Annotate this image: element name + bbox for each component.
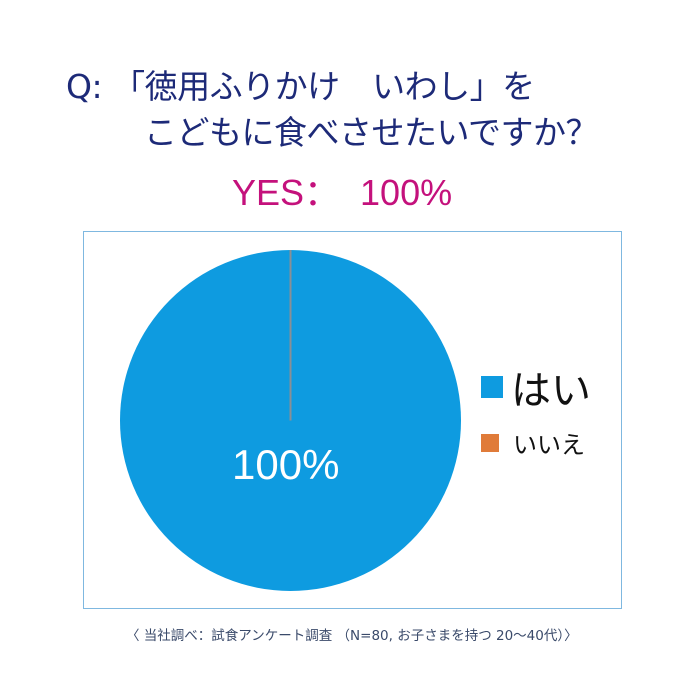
result-summary: YES： 100% [232,172,453,213]
legend-item-no: いいえ [481,425,585,460]
question-line-1: Q: 「徳用ふりかけ いわし」を [66,67,535,106]
question-line-2: こどもに食べさせたいですか？ [144,113,599,152]
legend-item-yes: はい [481,358,591,416]
legend-label-yes: はい [511,368,591,414]
survey-footnote: 〈 当社調べ：試食アンケート調査 （N=80, お子さまを持つ 20～40代）〉 [126,628,578,644]
chart-frame [83,231,622,609]
legend-swatch-no-icon [481,433,499,452]
legend-swatch-yes-icon [481,376,503,398]
pie-data-label: 100% [232,441,340,488]
pie-chart [120,250,461,591]
legend-label-no: いいえ [513,431,585,459]
